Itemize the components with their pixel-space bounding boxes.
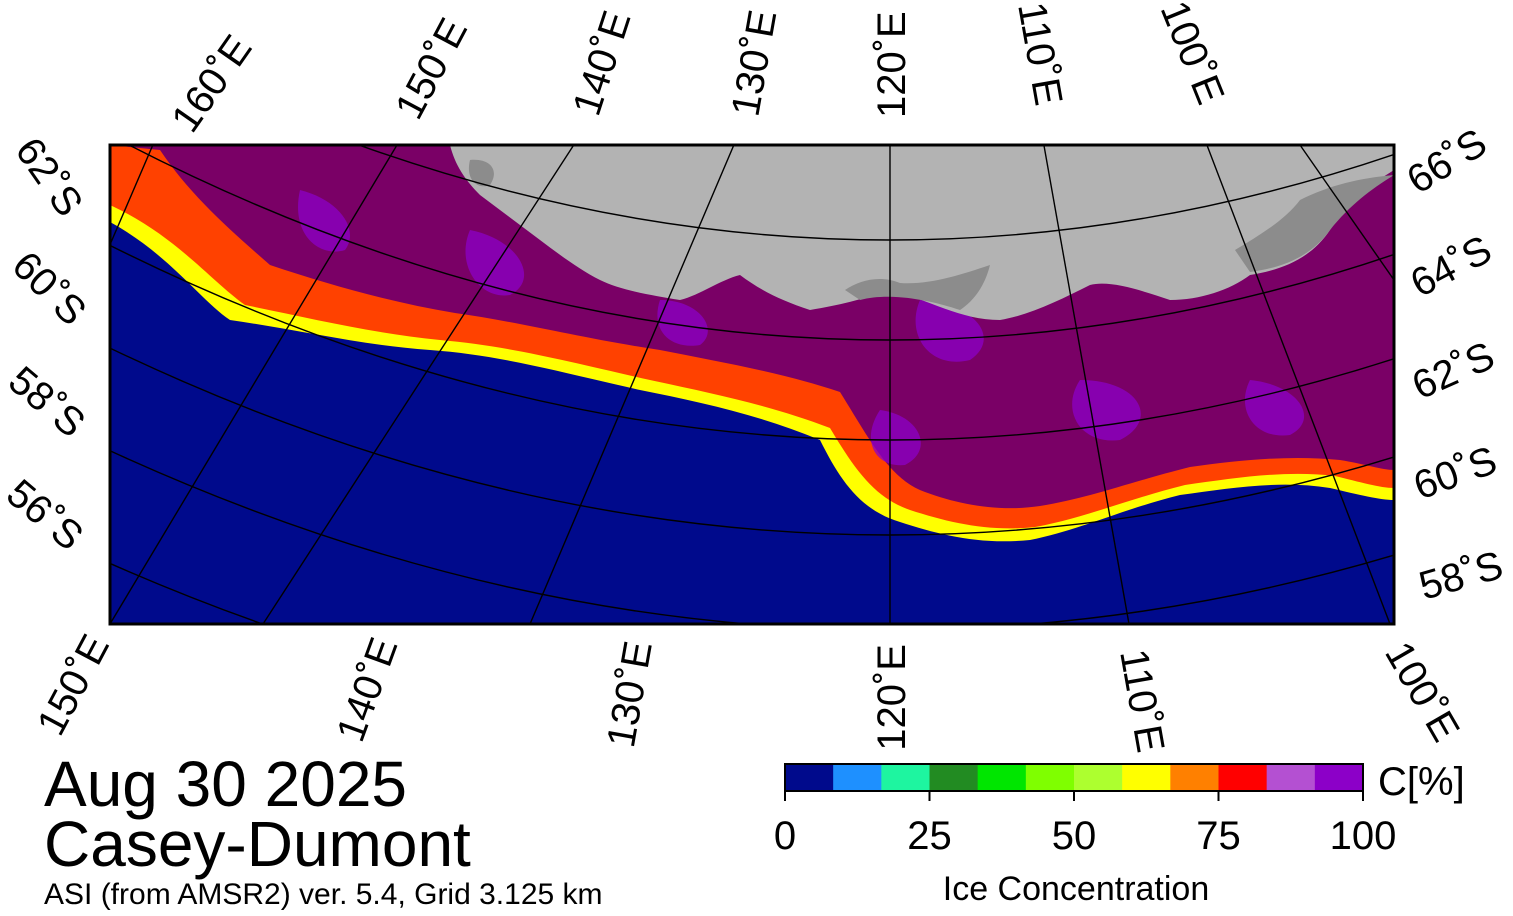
graticule — [110, 145, 1394, 624]
colorbar-swatch — [1266, 764, 1316, 791]
top-lon-label: 130˚E — [724, 7, 786, 120]
top-lon-label: 110˚E — [1009, 0, 1070, 109]
top-lon-label: 160˚E — [163, 27, 260, 140]
colorbar-swatch — [881, 764, 930, 791]
left-lat-label: 60˚S — [4, 243, 95, 334]
colorbar-swatch — [929, 764, 979, 791]
right-latitude-labels: 66˚S 64˚S 62˚S 60˚S 58˚S — [1399, 121, 1507, 609]
data-source-note: ASI (from AMSR2) ver. 5.4, Grid 3.125 km — [44, 878, 603, 911]
bottom-lon-label: 120˚E — [870, 644, 914, 751]
colorbar-swatch — [1170, 764, 1219, 791]
colorbar-tick-label: 25 — [907, 814, 952, 858]
map-date: Aug 30 2025 — [44, 748, 407, 820]
colorbar-swatch — [977, 764, 1027, 791]
colorbar-swatch — [785, 764, 834, 791]
antarctic-land — [450, 145, 1394, 320]
colorbar-ticks: 0 25 50 75 100 — [774, 791, 1397, 858]
left-lat-label: 56˚S — [0, 471, 91, 559]
map-frame — [108, 143, 1396, 626]
right-lat-label: 64˚S — [1404, 227, 1499, 306]
top-lon-label: 140˚E — [565, 6, 640, 121]
top-lon-label: 100˚E — [1152, 0, 1233, 110]
colorbar-swatch — [1218, 764, 1268, 791]
colorbar-tick-label: 75 — [1196, 814, 1241, 858]
bottom-lon-label: 100˚E — [1376, 635, 1467, 749]
top-lon-label: 120˚E — [870, 11, 914, 118]
colorbar: 0 25 50 75 100 C[%] Ice Concentration — [774, 760, 1465, 908]
colorbar-swatches — [785, 764, 1364, 791]
top-longitude-labels: 160˚E 150˚E 140˚E 130˚E 120˚E 110˚E 100˚… — [163, 0, 1232, 140]
right-lat-label: 60˚S — [1408, 438, 1502, 508]
bottom-longitude-labels: 150˚E 140˚E 130˚E 120˚E 110˚E 100˚E — [29, 628, 1468, 756]
right-lat-label: 66˚S — [1399, 121, 1494, 203]
right-lat-label: 62˚S — [1406, 334, 1501, 409]
colorbar-swatch — [1074, 764, 1123, 791]
bottom-lon-label: 110˚E — [1111, 646, 1172, 756]
bottom-lon-label: 140˚E — [329, 632, 407, 747]
map-area — [110, 145, 1394, 624]
colorbar-swatch — [833, 764, 882, 791]
left-lat-label: 62˚S — [7, 130, 92, 224]
colorbar-tick-label: 50 — [1052, 814, 1097, 858]
left-latitude-labels: 62˚S 60˚S 58˚S 56˚S — [0, 130, 94, 559]
bottom-lon-label: 150˚E — [29, 628, 118, 743]
colorbar-swatch — [1025, 764, 1075, 791]
colorbar-swatch — [1314, 764, 1364, 791]
top-lon-label: 150˚E — [387, 11, 476, 126]
colorbar-title: Ice Concentration — [943, 870, 1210, 908]
bottom-lon-label: 130˚E — [599, 638, 661, 751]
right-lat-label: 58˚S — [1414, 543, 1507, 609]
colorbar-swatch — [1122, 764, 1171, 791]
region-name: Casey-Dumont — [44, 808, 471, 880]
colorbar-unit-label: C[%] — [1378, 760, 1465, 804]
colorbar-tick-label: 0 — [774, 814, 796, 858]
left-lat-label: 58˚S — [0, 358, 93, 446]
colorbar-tick-label: 100 — [1330, 814, 1397, 858]
